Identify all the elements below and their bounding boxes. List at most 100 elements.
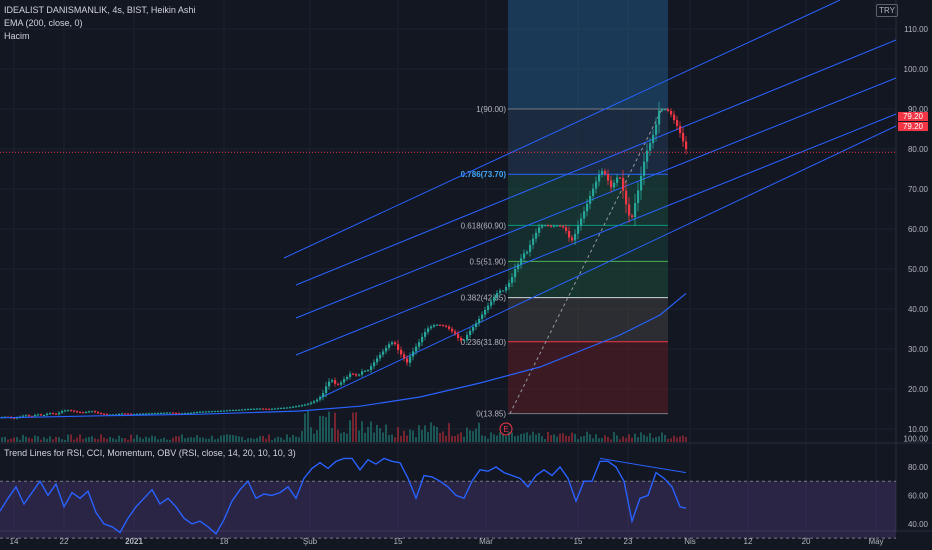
candle-body xyxy=(472,327,475,331)
candle-body xyxy=(571,237,574,241)
candle-body xyxy=(310,402,313,404)
candle-body xyxy=(589,196,592,204)
candle-body xyxy=(595,181,598,189)
volume-bar xyxy=(442,431,444,442)
earnings-event-marker[interactable]: E xyxy=(499,422,513,436)
volume-bar xyxy=(613,431,615,442)
fibonacci-retracement[interactable]: 0(13.85) 0.236(31.80) 0.382(42.85) 0.5(51.9… xyxy=(461,0,668,419)
volume-bar xyxy=(145,436,147,442)
price-axis-label: 100.00 xyxy=(904,65,929,74)
candle-body xyxy=(313,401,316,403)
rsi-axis-label: 40.00 xyxy=(908,520,929,529)
event-marker-label: E xyxy=(503,425,508,434)
volume-bar xyxy=(301,430,303,442)
fib-zone xyxy=(508,261,668,298)
volume-bar xyxy=(133,438,135,442)
volume-bar xyxy=(538,432,540,442)
volume-bar xyxy=(196,435,198,442)
time-axis-label: 14 xyxy=(10,537,19,546)
price-axis-label: 60.00 xyxy=(908,225,929,234)
candle-body xyxy=(352,373,355,375)
volume-bar xyxy=(250,438,252,442)
volume-bar xyxy=(61,439,63,442)
volume-bar xyxy=(373,432,375,442)
volume-bar xyxy=(625,438,627,442)
channel-line xyxy=(295,77,897,319)
volume-bar xyxy=(52,439,54,442)
candle-body xyxy=(136,413,139,415)
volume-bar xyxy=(685,436,687,442)
volume-bar xyxy=(193,437,195,442)
volume-bar xyxy=(424,425,426,442)
candle-body xyxy=(241,409,244,411)
volume-bar xyxy=(472,431,474,442)
volume-bar xyxy=(85,437,87,442)
ema-legend[interactable]: EMA (200, close, 0) xyxy=(4,18,83,28)
volume-bar xyxy=(112,438,114,442)
volume-bar xyxy=(616,435,618,442)
volume-bar xyxy=(505,435,507,442)
volume-bar xyxy=(598,438,600,442)
candle-body xyxy=(547,225,550,227)
volume-bar xyxy=(676,437,678,442)
volume-bars xyxy=(1,410,687,442)
volume-bar xyxy=(31,438,33,442)
volume-bar xyxy=(559,433,561,442)
volume-bar xyxy=(664,435,666,442)
indicator-legend[interactable]: Trend Lines for RSI, CCI, Momentum, OBV … xyxy=(4,448,296,458)
volume-bar xyxy=(277,436,279,442)
volume-bar xyxy=(376,424,378,442)
candle-body xyxy=(496,293,499,297)
candle-body xyxy=(67,410,70,412)
candle-body xyxy=(322,393,325,398)
candle-body xyxy=(517,264,520,269)
time-axis-label: May xyxy=(868,537,883,546)
candle-body xyxy=(157,413,160,415)
volume-bar xyxy=(58,437,60,442)
candle-body xyxy=(64,410,67,412)
volume-bar xyxy=(445,435,447,442)
volume-bar xyxy=(94,438,96,442)
candle-body xyxy=(130,413,133,415)
fib-zone xyxy=(508,341,668,414)
volume-bar xyxy=(310,427,312,442)
volume-bar xyxy=(118,435,120,442)
volume-bar xyxy=(67,434,69,442)
candle-body xyxy=(478,319,481,324)
volume-bar xyxy=(517,435,519,442)
parallel-channel-lines[interactable] xyxy=(283,0,897,399)
volume-bar xyxy=(97,439,99,442)
candle-body xyxy=(508,282,511,287)
volume-bar xyxy=(25,436,27,442)
candle-body xyxy=(91,411,94,413)
volume-bar xyxy=(178,436,180,442)
volume-bar xyxy=(601,437,603,442)
candle-body xyxy=(196,412,199,414)
volume-bar xyxy=(490,432,492,442)
candle-body xyxy=(94,411,97,413)
volume-bar xyxy=(541,436,543,442)
volume-bar xyxy=(469,430,471,442)
candle-body xyxy=(667,109,670,111)
currency-badge[interactable]: TRY xyxy=(876,4,898,17)
candle-body xyxy=(307,403,310,405)
candle-body xyxy=(256,408,259,410)
volume-bar xyxy=(439,432,441,442)
price-axis-label: 50.00 xyxy=(908,265,929,274)
symbol-legend[interactable]: IDEALIST DANISMANLIK, 4s, BIST, Heikin A… xyxy=(4,5,196,15)
volume-bar xyxy=(19,439,21,442)
candle-body xyxy=(43,415,46,416)
candle-body xyxy=(460,338,463,341)
volume-bar xyxy=(565,435,567,442)
candle-body xyxy=(481,314,484,319)
channel-line xyxy=(295,113,897,356)
candle-body xyxy=(247,409,250,411)
candle-body xyxy=(82,412,85,414)
candle-body xyxy=(685,141,688,150)
volume-legend[interactable]: Hacim xyxy=(4,31,30,41)
volume-bar xyxy=(397,427,399,442)
volume-bar xyxy=(496,435,498,442)
volume-bar xyxy=(73,439,75,442)
time-axis-label: 12 xyxy=(744,537,753,546)
